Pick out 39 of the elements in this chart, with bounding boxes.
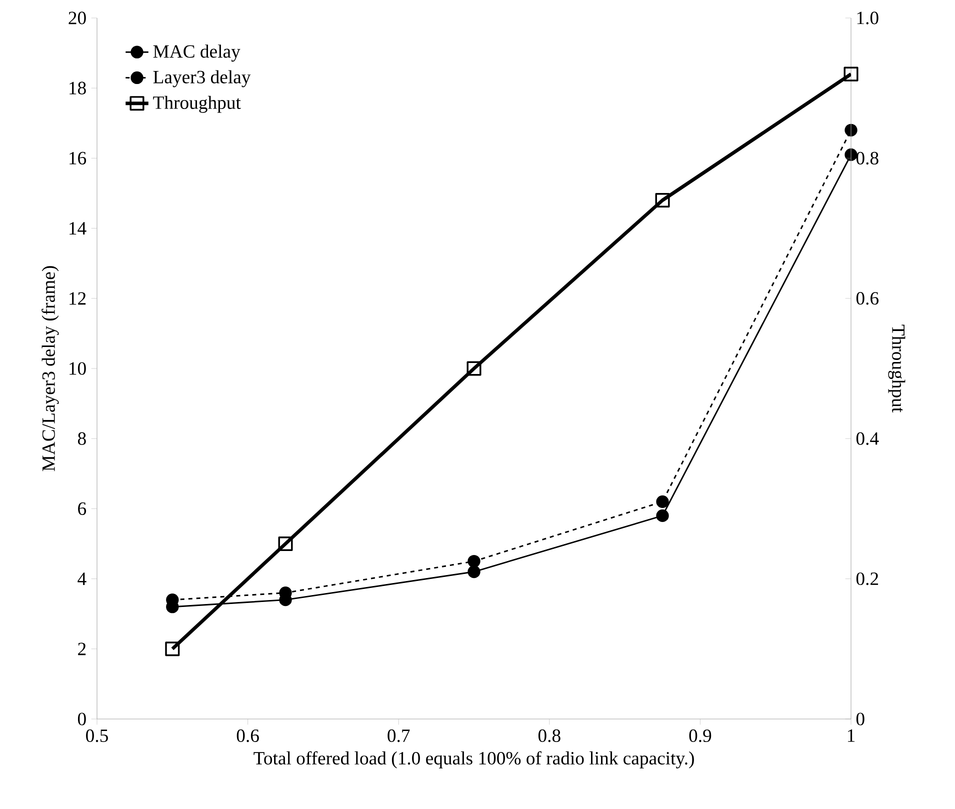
y-tick-label: 0 xyxy=(78,712,86,726)
y-tick-label: 6 xyxy=(78,502,86,515)
legend-label: Layer3 delay xyxy=(153,70,251,88)
point xyxy=(468,565,480,578)
point xyxy=(165,642,180,656)
point xyxy=(844,66,858,82)
y2-tick-label: 0.2 xyxy=(856,572,878,586)
y2-tick-label: 0.4 xyxy=(856,432,879,445)
y-tick-label: 4 xyxy=(78,572,86,585)
y-tick-label: 16 xyxy=(70,152,86,164)
x-axis-title: Total offered load (1.0 equals 100% of radio link capacity.) xyxy=(254,751,694,768)
point xyxy=(468,554,480,568)
legend-label: MAC delay xyxy=(153,44,240,62)
y-axis-title: MAC/Layer3 delay (frame) xyxy=(42,266,59,472)
point xyxy=(656,495,669,508)
point xyxy=(656,509,669,522)
y-tick-label: 8 xyxy=(78,432,86,445)
y-tick-label: 10 xyxy=(70,362,86,375)
y2-tick-label: 0 xyxy=(856,712,864,726)
y-tick-label: 12 xyxy=(70,292,86,305)
point xyxy=(278,536,293,552)
point xyxy=(466,361,482,376)
x-tick-label: 0.5 xyxy=(86,729,108,742)
x-tick-label: 0.7 xyxy=(388,729,410,742)
x-tick-label: 1 xyxy=(848,729,855,742)
y2-axis-title: Throughput xyxy=(888,324,906,412)
x-tick-label: 0.6 xyxy=(236,729,259,742)
x-tick-label: 0.9 xyxy=(689,729,712,742)
y2-tick-label: 0.8 xyxy=(856,152,878,165)
point xyxy=(844,124,858,136)
y-tick-label: 20 xyxy=(68,12,86,24)
x-tick-label: 0.8 xyxy=(538,729,560,742)
y2-tick-label: 1.0 xyxy=(857,12,878,24)
legend-label: Throughput xyxy=(153,96,241,113)
y-tick-label: 2 xyxy=(78,642,86,656)
y-tick-label: 14 xyxy=(70,222,86,234)
point xyxy=(655,192,670,208)
y2-tick-label: 0.6 xyxy=(856,292,879,305)
y-tick-label: 18 xyxy=(70,82,86,94)
